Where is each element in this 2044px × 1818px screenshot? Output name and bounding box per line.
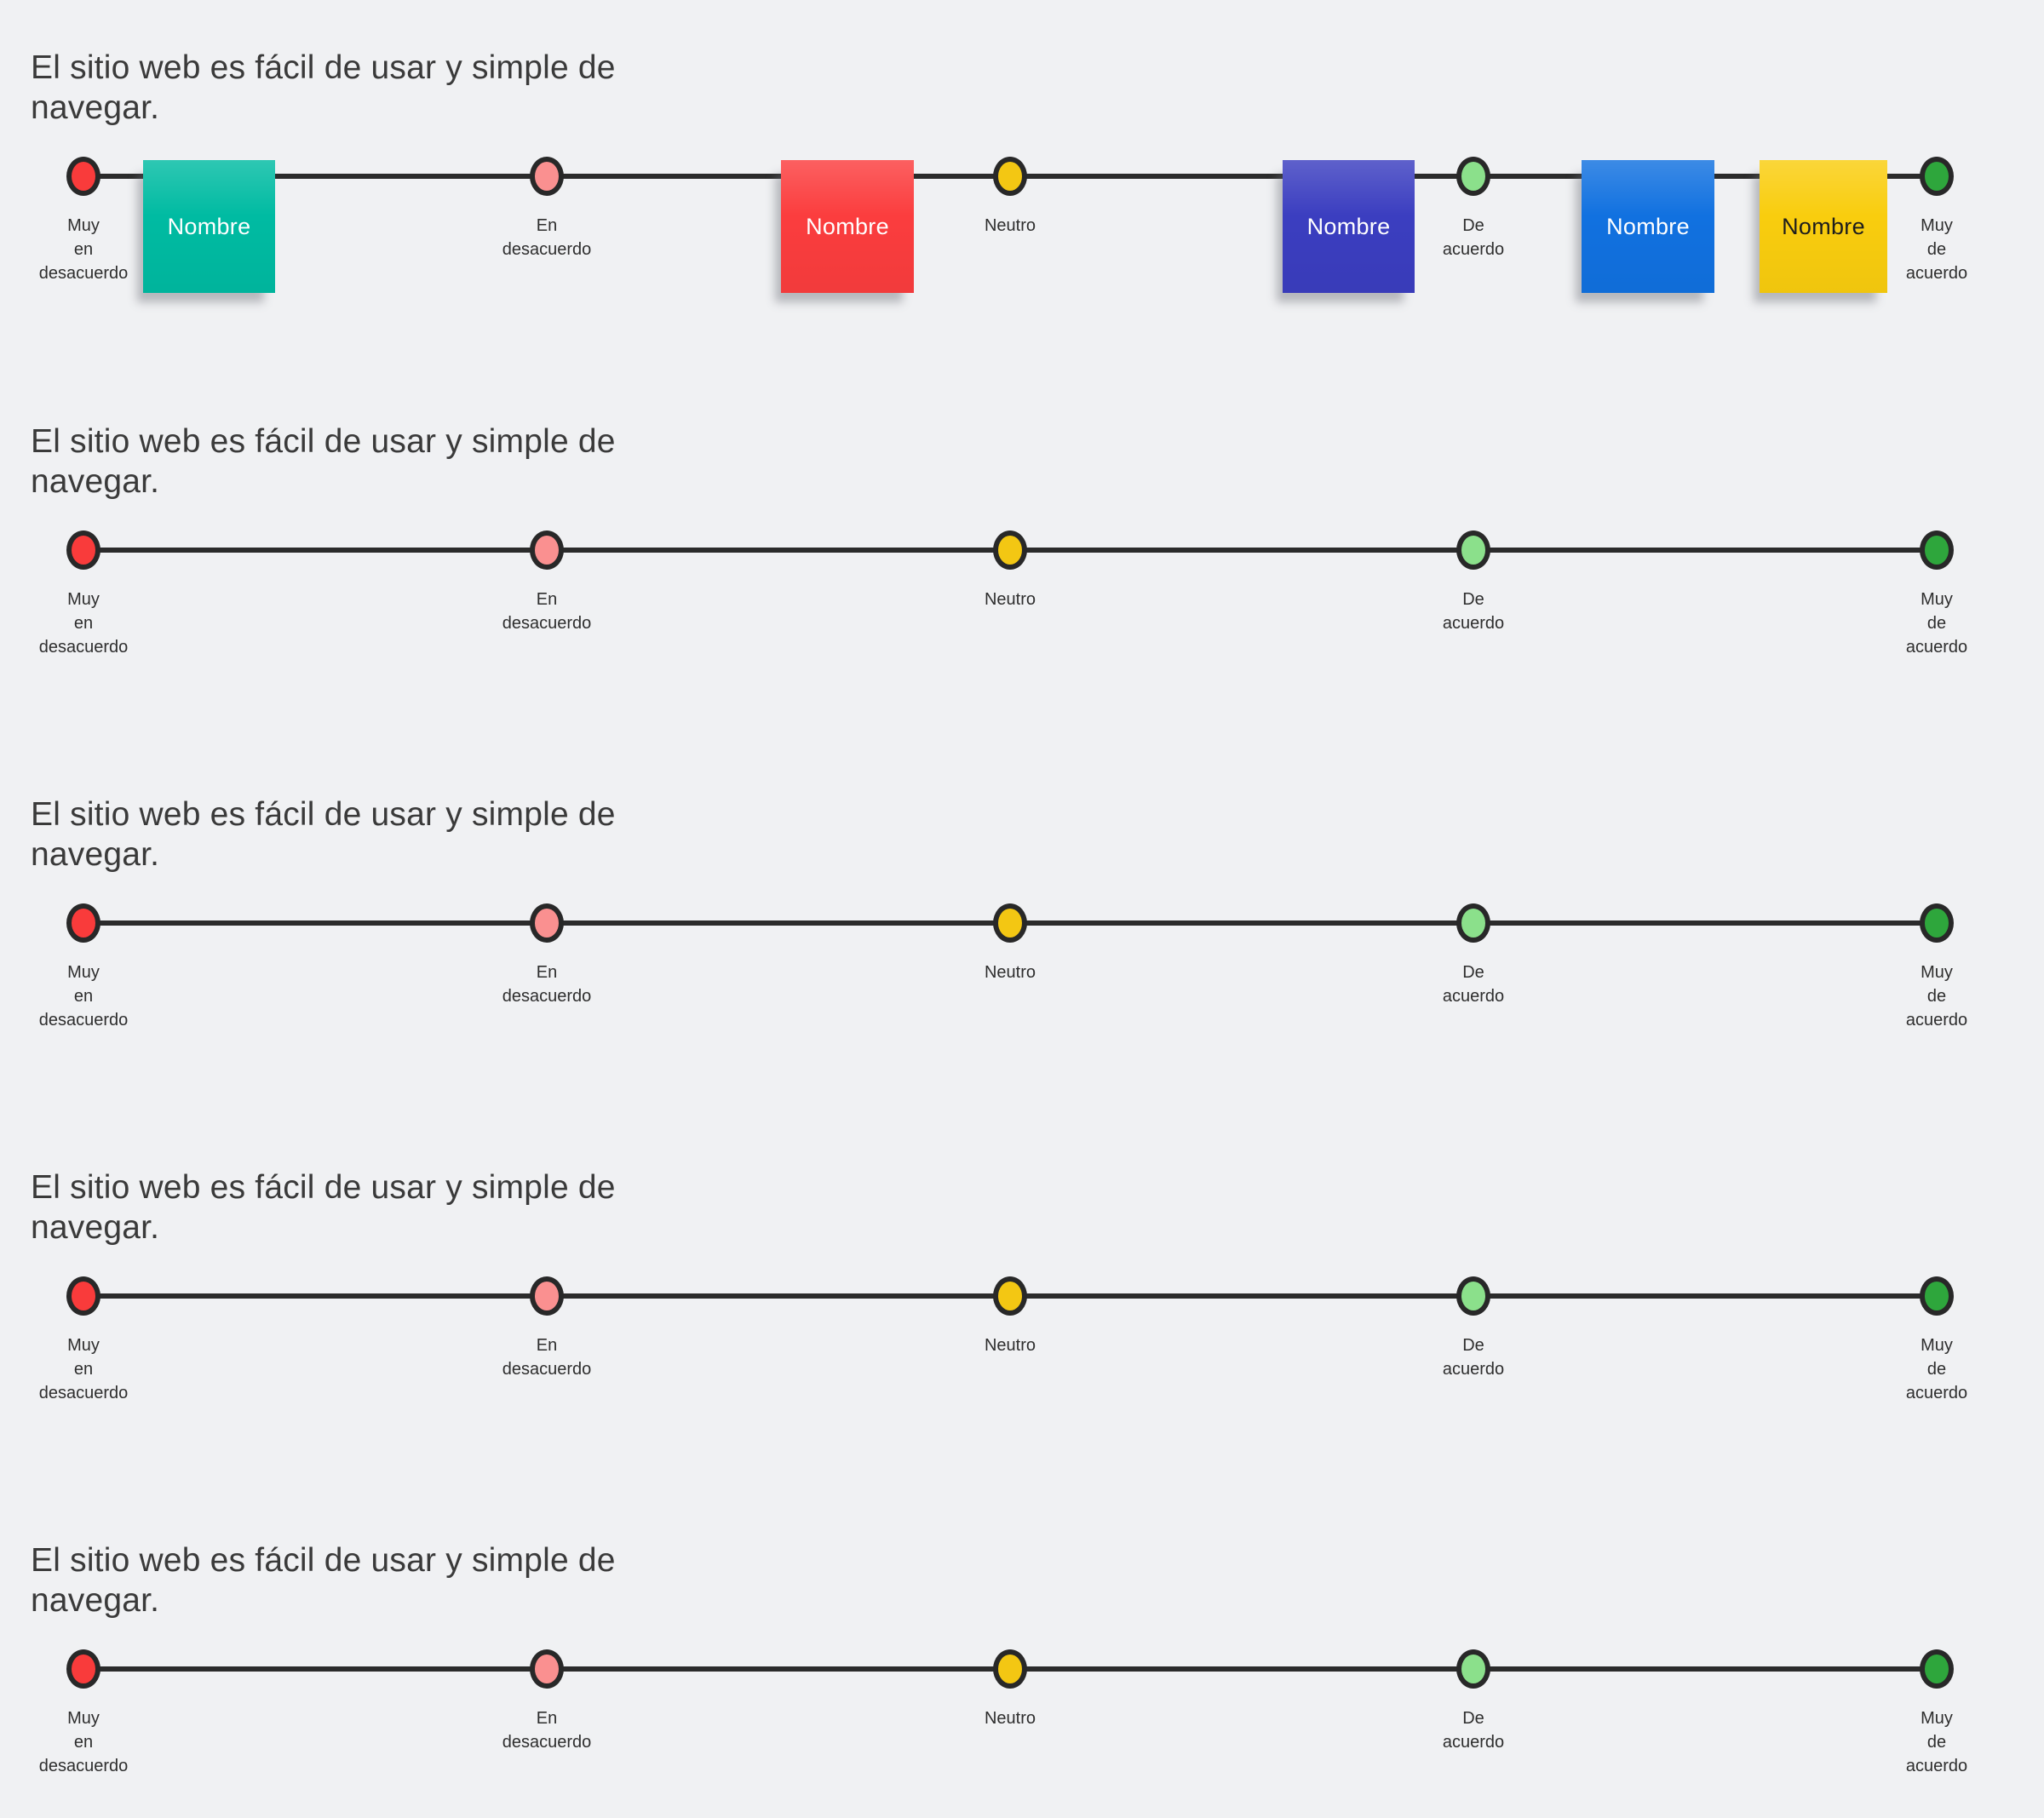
scale-label: De acuerdo	[1442, 963, 1505, 1006]
scale-label: Muy en desacuerdo	[38, 1709, 129, 1775]
scale-label: De acuerdo	[1442, 590, 1505, 633]
scale-dot	[530, 157, 564, 196]
scale-dot	[1920, 530, 1954, 570]
question-block: El sitio web es fácil de usar y simple d…	[0, 1540, 2044, 1796]
question-block: El sitio web es fácil de usar y simple d…	[0, 794, 2044, 1050]
sticky-note[interactable]: Nombre	[1582, 160, 1714, 293]
scale-dot	[1920, 903, 1954, 943]
scale-dot	[66, 1276, 100, 1316]
scale-label: De acuerdo	[1442, 1336, 1505, 1379]
question-title: El sitio web es fácil de usar y simple d…	[31, 1169, 616, 1246]
question-title: El sitio web es fácil de usar y simple d…	[31, 49, 616, 126]
scale-dot	[1920, 1649, 1954, 1689]
sticky-note[interactable]: Nombre	[143, 160, 275, 293]
scale-dot	[993, 1649, 1027, 1689]
likert-scale: Muy en desacuerdo En desacuerdo Neutro D…	[0, 422, 2044, 677]
scale-label: En desacuerdo	[502, 963, 592, 1006]
scale-label: Neutro	[984, 216, 1036, 235]
scale-label: Muy en desacuerdo	[38, 963, 129, 1029]
likert-scale: Muy en desacuerdo En desacuerdo Neutro D…	[0, 1167, 2044, 1423]
scale-dot	[530, 1276, 564, 1316]
scale-label: Muy en desacuerdo	[38, 1336, 129, 1402]
scale-dot	[1456, 157, 1490, 196]
sticky-note[interactable]: Nombre	[1283, 160, 1415, 293]
question-block: El sitio web es fácil de usar y simple d…	[0, 48, 2044, 303]
scale-dot	[530, 903, 564, 943]
scale-label: En desacuerdo	[502, 216, 592, 259]
scale-dot	[993, 903, 1027, 943]
scale-label: Muy de acuerdo	[1905, 216, 1968, 283]
scale-dot	[1456, 1276, 1490, 1316]
scale-label: Muy de acuerdo	[1905, 1336, 1968, 1402]
scale-dot	[530, 530, 564, 570]
sticky-note-label: Nombre	[1606, 213, 1690, 239]
scale-dot	[1920, 157, 1954, 196]
scale-dot	[993, 157, 1027, 196]
scale-label: Neutro	[984, 1336, 1036, 1355]
scale-label: De acuerdo	[1442, 216, 1505, 259]
scale-label: Muy de acuerdo	[1905, 1709, 1968, 1775]
scale-dot	[993, 1276, 1027, 1316]
scale-label: En desacuerdo	[502, 590, 592, 633]
scale-dot	[66, 157, 100, 196]
scale-label: Muy en desacuerdo	[38, 216, 129, 283]
scale-dot	[530, 1649, 564, 1689]
sticky-note-label: Nombre	[1782, 213, 1865, 239]
likert-scale: Muy en desacuerdo En desacuerdo Neutro D…	[0, 48, 2044, 303]
scale-dot	[66, 530, 100, 570]
scale-dot	[1456, 1649, 1490, 1689]
question-title: El sitio web es fácil de usar y simple d…	[31, 796, 616, 873]
question-title: El sitio web es fácil de usar y simple d…	[31, 423, 616, 500]
scale-dot	[1920, 1276, 1954, 1316]
scale-label: Muy de acuerdo	[1905, 963, 1968, 1029]
sticky-note-label: Nombre	[167, 213, 251, 239]
scale-label: Neutro	[984, 590, 1036, 609]
likert-scale: Muy en desacuerdo En desacuerdo Neutro D…	[0, 1540, 2044, 1796]
sticky-note[interactable]: Nombre	[1760, 160, 1887, 293]
sticky-note-label: Nombre	[806, 213, 889, 239]
sticky-note-label: Nombre	[1306, 213, 1391, 239]
scale-label: Neutro	[984, 1709, 1036, 1728]
scale-label: Muy en desacuerdo	[38, 590, 129, 657]
scale-label: De acuerdo	[1442, 1709, 1505, 1752]
question-block: El sitio web es fácil de usar y simple d…	[0, 422, 2044, 677]
question-title: El sitio web es fácil de usar y simple d…	[31, 1542, 616, 1619]
scale-label: Muy de acuerdo	[1905, 590, 1968, 657]
scale-label: En desacuerdo	[502, 1336, 592, 1379]
scale-label: En desacuerdo	[502, 1709, 592, 1752]
scale-label: Neutro	[984, 963, 1036, 982]
sticky-note[interactable]: Nombre	[781, 160, 914, 293]
scale-dot	[66, 903, 100, 943]
scale-dot	[1456, 903, 1490, 943]
likert-scale: Muy en desacuerdo En desacuerdo Neutro D…	[0, 794, 2044, 1050]
scale-dot	[993, 530, 1027, 570]
scale-dot	[1456, 530, 1490, 570]
scale-dot	[66, 1649, 100, 1689]
question-block: El sitio web es fácil de usar y simple d…	[0, 1167, 2044, 1423]
